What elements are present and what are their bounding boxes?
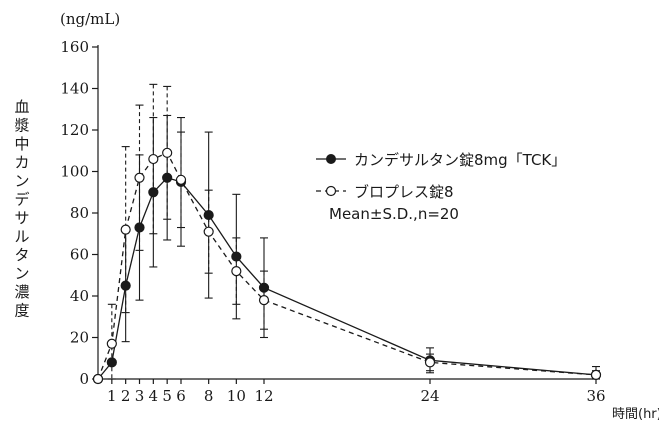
y-axis-label-char: 血 xyxy=(14,98,29,116)
series-line xyxy=(97,176,597,380)
series-line xyxy=(97,151,597,380)
data-point xyxy=(162,147,173,158)
x-tick-label: 1 xyxy=(107,387,117,405)
y-tick-label: 100 xyxy=(60,163,89,181)
y-axis-label-char: デ xyxy=(14,191,29,209)
y-axis-label-char: ン xyxy=(14,172,29,190)
legend: カンデサルタン錠8mg「TCK」 ブロプレス錠8 Mean±S.D.,n=20 xyxy=(316,151,566,223)
y-axis-label-char: 濃 xyxy=(14,283,29,301)
x-axis-label: 時間(hr) xyxy=(612,407,659,422)
data-point xyxy=(203,226,214,237)
x-tick-label: 8 xyxy=(204,387,214,405)
y-axis-label-char: サ xyxy=(14,209,29,227)
data-point xyxy=(258,295,270,306)
x-tick-label: 3 xyxy=(135,387,145,405)
y-unit-label: (ng/mL) xyxy=(60,10,120,28)
y-axis-label-char: カ xyxy=(14,154,29,172)
x-tick-label: 12 xyxy=(254,387,273,405)
data-point xyxy=(120,224,131,235)
y-tick-label: 40 xyxy=(70,287,89,305)
data-point xyxy=(175,174,187,185)
legend-marker-blopress xyxy=(325,185,337,197)
x-tick-label: 6 xyxy=(176,387,186,405)
y-tick-label: 60 xyxy=(70,246,89,264)
y-tick-label: 20 xyxy=(70,329,89,347)
y-axis-label-char: 度 xyxy=(14,302,29,320)
y-axis-label-char: ン xyxy=(14,265,29,283)
y-axis-label-char: 漿 xyxy=(14,117,29,135)
data-point xyxy=(106,338,117,349)
x-tick-label: 5 xyxy=(162,387,172,405)
series-layer xyxy=(92,83,602,385)
data-point xyxy=(590,369,602,380)
data-point xyxy=(148,153,159,165)
data-point xyxy=(231,266,242,277)
x-tick-label: 36 xyxy=(586,387,605,405)
y-axis-label-char: ル xyxy=(14,228,29,246)
x-tick-label: 4 xyxy=(149,387,159,405)
y-axis-label-char: 中 xyxy=(14,135,29,153)
series-blopress xyxy=(92,83,602,385)
x-tick-label: 24 xyxy=(420,387,439,405)
x-tick-label: 2 xyxy=(121,387,131,405)
data-point xyxy=(92,373,104,385)
y-axis-label-char: タ xyxy=(14,246,29,264)
legend-label-tck: カンデサルタン錠8mg「TCK」 xyxy=(354,151,566,169)
y-tick-label: 160 xyxy=(60,38,89,56)
legend-label-blopress: ブロプレス錠8 xyxy=(354,183,454,201)
y-tick-label: 80 xyxy=(70,204,89,222)
legend-marker-tck xyxy=(326,154,336,164)
x-tick-label: 10 xyxy=(227,387,246,405)
y-tick-label: 120 xyxy=(60,121,89,139)
legend-note: Mean±S.D.,n=20 xyxy=(329,205,459,223)
y-tick-label: 0 xyxy=(79,370,89,388)
data-point xyxy=(424,357,436,368)
data-point xyxy=(134,172,145,183)
y-tick-label: 140 xyxy=(60,80,89,98)
